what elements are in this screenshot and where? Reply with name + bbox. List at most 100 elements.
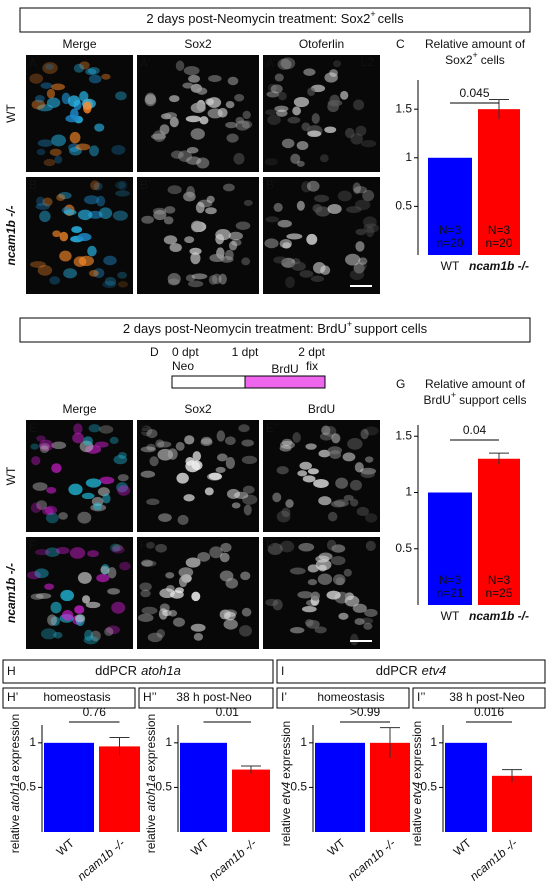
cell: [79, 440, 94, 453]
header-gene: etv4: [422, 663, 447, 678]
cell: [34, 95, 45, 103]
cell: [291, 261, 306, 272]
cell: [303, 68, 316, 76]
y-tick-label: 1: [405, 485, 412, 499]
x-tick-label: ncam1b -/-: [467, 836, 520, 884]
error-bar: [489, 452, 509, 465]
panel-letter: E: [29, 421, 37, 435]
p-value: 0.76: [83, 705, 107, 719]
cell: [185, 274, 196, 282]
cell: [353, 99, 365, 111]
cell: [69, 547, 86, 559]
panel-letter: I’: [281, 690, 287, 704]
chart-subtitle: 38 h post-Neo: [449, 690, 525, 704]
cell: [276, 510, 291, 523]
cell: [34, 549, 50, 556]
cell: [239, 625, 252, 637]
x-tick-label: WT: [325, 836, 349, 859]
y-tick-label: 0.5: [395, 541, 412, 555]
cell: [83, 195, 100, 205]
panel-letter: H’: [7, 690, 18, 704]
cell: [281, 507, 291, 518]
cell: [102, 280, 117, 289]
cell: [327, 203, 342, 214]
cell: [306, 180, 320, 192]
cell: [113, 454, 128, 465]
column-label: Sox2: [184, 402, 212, 416]
cell: [85, 478, 102, 488]
cell: [183, 191, 196, 202]
cell: [46, 88, 56, 99]
cell: [362, 189, 375, 202]
cell: [356, 506, 370, 517]
cell: [220, 542, 232, 553]
cell: [61, 610, 74, 621]
micrograph-cells: [30, 423, 131, 524]
cell: [307, 130, 322, 138]
cell: [273, 256, 288, 264]
cell: [51, 134, 67, 147]
bar: [428, 157, 472, 255]
micrograph-cells: [29, 61, 127, 167]
cell: [146, 429, 158, 439]
panel-letter: H’’: [143, 690, 157, 704]
cell: [209, 546, 223, 559]
cell: [301, 605, 317, 613]
cell: [191, 591, 201, 602]
cell: [319, 432, 333, 441]
cell: [279, 444, 292, 452]
cell: [59, 231, 69, 242]
subtitle-tail: support cells: [459, 393, 526, 407]
micrograph-cells: [141, 183, 253, 288]
y-axis-label-part: expression: [8, 714, 22, 772]
subtitle-text: BrdU: [424, 393, 451, 407]
cell: [238, 424, 250, 433]
cell: [31, 456, 41, 466]
cell: [106, 625, 120, 635]
cell: [77, 511, 92, 524]
timeline-label: Neo: [172, 359, 194, 373]
cell: [338, 612, 349, 620]
cell: [277, 219, 292, 228]
cell: [30, 593, 44, 600]
cell: [40, 628, 57, 640]
cell: [223, 183, 235, 192]
cell: [355, 125, 367, 137]
cell: [324, 426, 337, 437]
cell: [354, 618, 365, 625]
cell: [118, 451, 127, 459]
cell: [228, 240, 238, 251]
cell: [364, 426, 379, 436]
cell: [343, 494, 354, 501]
cell: [94, 441, 109, 448]
cell: [324, 126, 337, 134]
bar-label: n=20: [436, 236, 463, 250]
cell: [242, 485, 255, 494]
cell: [189, 247, 202, 255]
cell: [290, 153, 301, 164]
cell: [298, 542, 315, 552]
cell: [279, 440, 295, 449]
cell: [234, 94, 245, 102]
cell: [226, 133, 239, 143]
cell: [167, 273, 181, 285]
cell: [141, 215, 154, 224]
cell: [44, 583, 55, 590]
cell: [77, 572, 92, 584]
cell: [82, 101, 92, 114]
cell: [191, 273, 208, 280]
cell: [140, 425, 153, 437]
panel-letter: H: [7, 664, 16, 678]
cell: [117, 485, 131, 496]
bar-label: n=25: [485, 586, 512, 600]
cell: [190, 128, 205, 140]
cell: [307, 87, 316, 97]
cell: [352, 603, 367, 613]
column-label: Otoferlin: [299, 37, 344, 51]
subtitle-sup: +: [473, 50, 478, 60]
cell: [185, 557, 201, 568]
cell: [90, 180, 100, 191]
cell: [273, 202, 283, 212]
cell: [77, 209, 93, 221]
cell: [111, 545, 125, 554]
